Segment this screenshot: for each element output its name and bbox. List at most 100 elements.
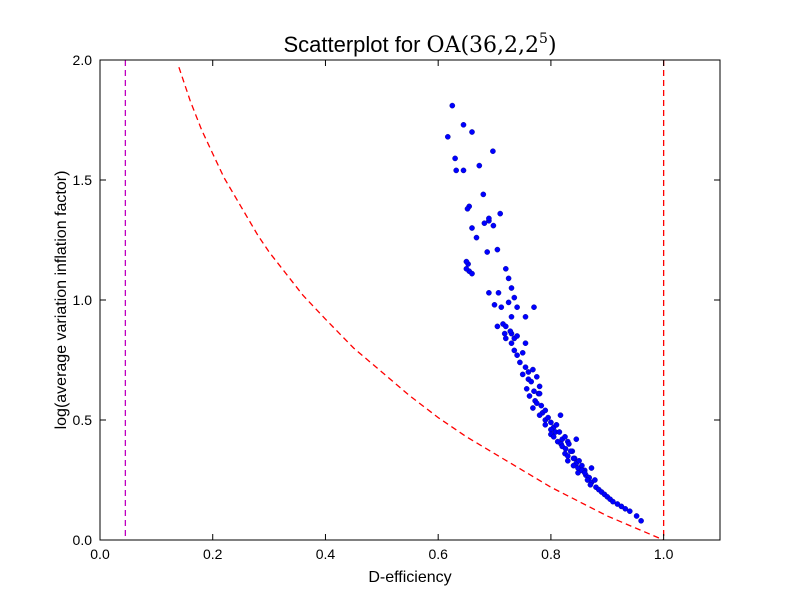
y-tick-label: 1.0	[73, 292, 93, 308]
data-point	[508, 313, 515, 320]
chart-title-prefix: Scatterplot for	[283, 32, 426, 57]
data-point	[553, 421, 560, 428]
data-point	[514, 333, 520, 339]
data-point	[514, 352, 520, 359]
data-point	[567, 448, 574, 455]
x-tick-label: 0.8	[541, 546, 561, 562]
data-point	[534, 400, 540, 407]
data-point	[494, 323, 501, 330]
data-point	[505, 299, 512, 306]
data-point	[530, 405, 536, 411]
data-point	[480, 191, 487, 198]
data-point	[534, 373, 540, 380]
data-point	[562, 445, 569, 452]
data-point	[463, 258, 470, 265]
data-point	[576, 457, 582, 464]
data-point	[556, 429, 563, 435]
x-axis-label: D-efficiency	[368, 569, 451, 586]
chart-title-exponent: 5	[539, 31, 548, 47]
data-point	[452, 155, 458, 162]
data-point	[570, 462, 577, 469]
data-point	[502, 265, 509, 272]
y-tick-label: 1.5	[73, 172, 93, 188]
data-point	[536, 390, 543, 397]
data-point	[511, 294, 518, 301]
data-point	[579, 462, 585, 469]
data-point	[502, 335, 509, 342]
data-point	[502, 323, 509, 330]
axes: 0.0 0.2 0.4 0.6 0.8 1.0 0.0 0.5 1.0 1.5 2.0	[73, 52, 721, 562]
data-point	[460, 167, 467, 174]
data-point	[530, 366, 536, 373]
x-tick-label: 0.6	[428, 546, 448, 562]
data-point	[469, 225, 475, 231]
data-point	[490, 148, 496, 154]
x-tick-label: 0.2	[203, 546, 223, 562]
data-point	[473, 234, 480, 241]
data-point	[526, 393, 533, 399]
data-point	[627, 508, 633, 515]
data-point	[565, 457, 571, 464]
data-point	[557, 412, 564, 419]
data-point	[491, 301, 498, 308]
data-point	[449, 102, 456, 109]
data-point	[517, 359, 523, 366]
data-point	[469, 270, 475, 277]
data-point	[633, 513, 640, 519]
data-point	[566, 441, 572, 447]
data-point	[573, 436, 580, 443]
data-point	[484, 249, 491, 255]
data-point	[469, 129, 475, 135]
data-point	[497, 210, 504, 217]
data-point	[514, 304, 520, 311]
data-point	[542, 421, 549, 428]
data-point	[464, 205, 471, 212]
data-point	[444, 133, 451, 140]
x-tick-label: 0.0	[90, 546, 110, 562]
data-point	[550, 433, 557, 440]
data-point	[522, 313, 529, 320]
data-point	[508, 285, 515, 291]
data-point	[498, 304, 505, 311]
data-point	[581, 469, 588, 476]
data-point	[538, 402, 545, 409]
data-point	[481, 220, 488, 226]
y-axis-label: log(average variation inflation factor)	[53, 171, 70, 430]
data-point	[519, 371, 526, 378]
data-point	[501, 330, 508, 337]
data-point	[545, 414, 551, 421]
data-point	[463, 265, 470, 272]
data-point	[588, 465, 595, 471]
data-point	[522, 364, 529, 371]
data-point	[507, 328, 514, 335]
data-point	[495, 289, 502, 296]
data-point	[494, 246, 501, 253]
data-point	[523, 385, 530, 392]
data-point	[511, 347, 518, 354]
data-point	[486, 215, 492, 222]
x-tick-label: 0.4	[316, 546, 336, 562]
y-tick-label: 0.0	[73, 532, 93, 548]
chart-title-math: OA(36,2,2	[427, 33, 539, 58]
data-point	[638, 518, 644, 524]
chart-title: Scatterplot for OA(36,2,25)	[283, 31, 556, 58]
data-point	[587, 481, 594, 488]
chart-title-close: )	[548, 33, 557, 58]
data-point	[453, 167, 460, 174]
data-point	[508, 340, 515, 347]
data-point	[460, 122, 467, 128]
data-point	[528, 378, 535, 385]
data-point	[592, 477, 598, 483]
data-point	[542, 407, 549, 414]
y-tick-label: 0.5	[73, 412, 93, 428]
data-point	[522, 340, 529, 347]
data-point	[519, 349, 526, 356]
data-point	[505, 275, 512, 282]
data-point	[548, 419, 554, 426]
data-point	[476, 162, 483, 169]
data-point	[486, 289, 492, 296]
data-point	[562, 433, 568, 440]
